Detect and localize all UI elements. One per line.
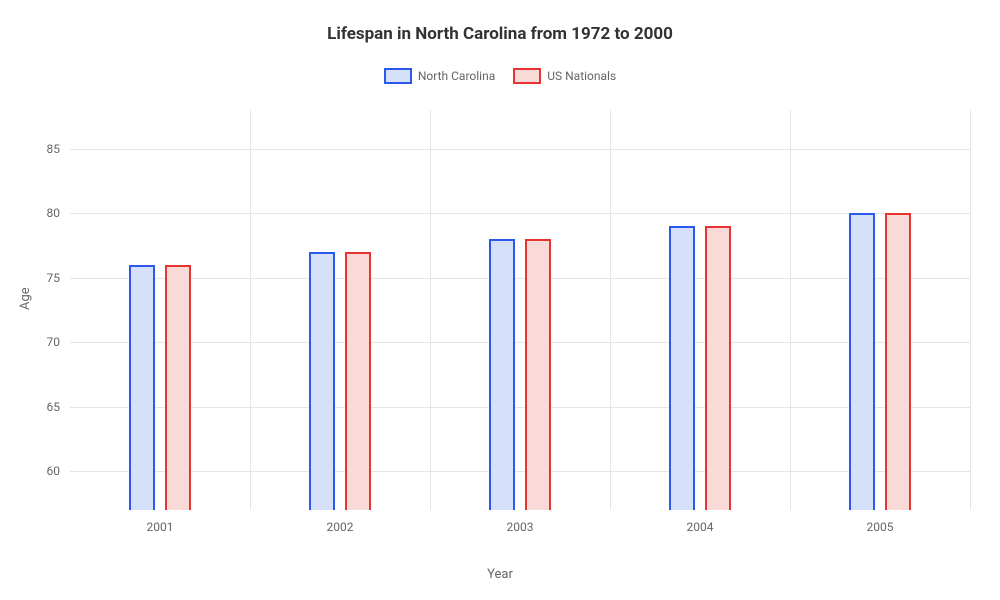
gridline-vertical <box>250 110 251 510</box>
x-tick-label: 2003 <box>507 520 534 534</box>
legend-label: North Carolina <box>418 69 495 83</box>
gridline-horizontal <box>70 149 970 150</box>
x-tick-label: 2001 <box>147 520 174 534</box>
y-tick-label: 85 <box>47 142 61 156</box>
legend-swatch-north-carolina <box>384 68 412 84</box>
gridline-horizontal <box>70 471 970 472</box>
gridline-vertical <box>430 110 431 510</box>
bar <box>309 252 335 510</box>
y-tick-label: 65 <box>47 400 61 414</box>
y-tick-label: 60 <box>47 464 61 478</box>
bar <box>849 213 875 510</box>
y-axis-label: Age <box>18 287 33 310</box>
gridline-horizontal <box>70 213 970 214</box>
bar <box>525 239 551 510</box>
gridline-horizontal <box>70 342 970 343</box>
y-tick-label: 80 <box>47 206 61 220</box>
bar <box>129 265 155 510</box>
legend-label: US Nationals <box>547 69 616 83</box>
gridline-horizontal <box>70 278 970 279</box>
bar <box>705 226 731 510</box>
x-tick-label: 2002 <box>327 520 354 534</box>
x-tick-label: 2004 <box>687 520 714 534</box>
chart-container: Lifespan in North Carolina from 1972 to … <box>0 0 1000 600</box>
gridline-vertical <box>970 110 971 510</box>
bar <box>885 213 911 510</box>
gridline-horizontal <box>70 407 970 408</box>
plot-area: 60657075808520012002200320042005 <box>70 110 970 510</box>
chart-title: Lifespan in North Carolina from 1972 to … <box>0 0 1000 44</box>
y-tick-label: 70 <box>47 335 61 349</box>
legend-item-north-carolina: North Carolina <box>384 68 495 84</box>
x-axis-label: Year <box>487 567 513 582</box>
x-tick-label: 2005 <box>867 520 894 534</box>
gridline-vertical <box>790 110 791 510</box>
legend-item-us-nationals: US Nationals <box>513 68 616 84</box>
bar <box>345 252 371 510</box>
legend: North Carolina US Nationals <box>0 68 1000 84</box>
bar <box>669 226 695 510</box>
bar <box>489 239 515 510</box>
gridline-vertical <box>610 110 611 510</box>
bar <box>165 265 191 510</box>
y-tick-label: 75 <box>47 271 61 285</box>
legend-swatch-us-nationals <box>513 68 541 84</box>
